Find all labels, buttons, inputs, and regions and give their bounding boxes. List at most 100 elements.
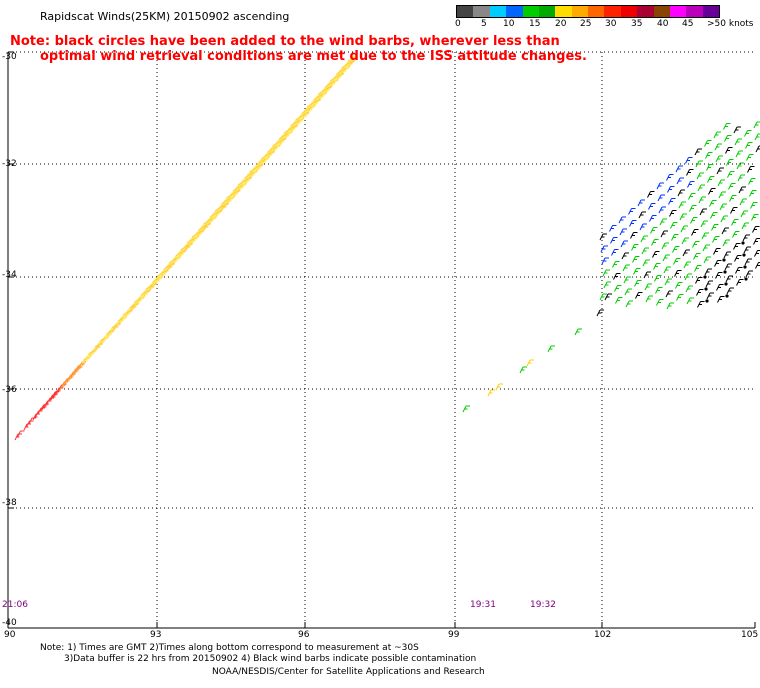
wind-barb: [712, 236, 720, 243]
wind-barb: [86, 353, 94, 361]
iss-note-line-2: optimal wind retrieval conditions are me…: [40, 49, 587, 64]
wind-barb: [708, 188, 716, 195]
wind-barb: [732, 231, 740, 238]
lat-label: -38: [2, 498, 17, 508]
wind-barb: [706, 292, 714, 300]
wind-barb: [694, 148, 702, 156]
contamination-dot: [725, 294, 729, 298]
wind-barb: [661, 242, 669, 250]
footer-credit: NOAA/NESDIS/Center for Satellite Applica…: [212, 667, 485, 677]
wind-barb: [669, 210, 677, 217]
wind-barb: [618, 216, 626, 224]
wind-barb: [276, 141, 284, 149]
wind-barb: [131, 303, 139, 311]
wind-barb: [655, 287, 663, 294]
scale-swatch: [620, 6, 638, 17]
wind-barb: [709, 200, 717, 207]
wind-barb: [642, 259, 650, 267]
wind-barb: [687, 181, 695, 188]
wind-barb: [715, 155, 723, 163]
wind-barb: [733, 243, 741, 250]
lat-label: -30: [2, 52, 17, 62]
wind-barb: [613, 273, 621, 280]
lon-label: 96: [298, 630, 310, 640]
wind-barb: [753, 238, 760, 245]
wind-barb: [705, 152, 713, 159]
wind-barb: [487, 389, 495, 397]
wind-barb: [754, 250, 760, 257]
wind-barb: [649, 215, 657, 222]
wind-barb: [682, 249, 690, 257]
wind-barb: [675, 282, 683, 289]
wind-barb: [625, 300, 633, 308]
wind-barb: [700, 220, 708, 228]
scale-label: 15: [529, 19, 541, 29]
wind-barb: [665, 290, 673, 298]
wind-barb: [639, 223, 647, 231]
scale-swatch: [555, 6, 572, 17]
wind-barb: [334, 76, 342, 84]
wind-barb: [615, 297, 623, 304]
wind-barb: [735, 267, 743, 274]
wind-barb: [620, 240, 628, 248]
wind-barb: [624, 288, 632, 296]
wind-barb: [242, 180, 250, 188]
wind-barb: [32, 413, 40, 421]
wind-barb: [724, 135, 732, 142]
scale-swatch: [669, 6, 687, 17]
wind-barb: [747, 166, 755, 173]
wind-barb: [722, 239, 730, 247]
wind-barb: [684, 273, 692, 281]
scale-label: 40: [657, 19, 669, 29]
scale-swatch: [653, 6, 670, 17]
wind-barb: [711, 224, 719, 231]
wind-barb: [637, 199, 645, 207]
wind-barb: [299, 115, 307, 123]
wind-barb: [679, 213, 687, 221]
wind-barb: [745, 270, 753, 278]
wind-barb: [678, 201, 686, 209]
lon-label: 93: [150, 630, 162, 640]
wind-barb: [664, 278, 672, 286]
wind-barb: [744, 130, 752, 137]
wind-barb: [632, 256, 640, 263]
wind-barb: [322, 89, 330, 97]
wind-barb: [651, 239, 659, 246]
wind-barb: [736, 279, 744, 286]
wind-barb: [668, 198, 676, 205]
wind-barb: [662, 254, 670, 262]
wind-barb: [641, 247, 649, 255]
wind-barb: [167, 263, 175, 271]
wind-barb: [752, 226, 760, 233]
wind-barb: [14, 433, 22, 441]
wind-speed-scale: 0 5 10 15 20 25 30 35 40 45 >50 knots: [453, 5, 754, 35]
wind-barb: [596, 309, 604, 317]
wind-barb: [716, 167, 724, 175]
wind-barb: [676, 177, 684, 185]
wind-barb: [739, 198, 747, 206]
wind-barb: [754, 133, 760, 141]
iss-note: Note: black circles have been added to t…: [10, 34, 750, 64]
wind-barb: [688, 193, 696, 200]
wind-barb: [610, 237, 618, 244]
wind-barb: [658, 206, 666, 214]
scale-swatch: [457, 6, 474, 17]
lat-label: -32: [2, 159, 17, 169]
wind-barb: [755, 145, 760, 153]
wind-barb: [715, 272, 723, 279]
wind-barb: [104, 333, 112, 341]
wind-barb: [685, 285, 693, 293]
wind-barb: [706, 164, 714, 171]
wind-barb: [599, 293, 607, 301]
wind-barb: [731, 219, 739, 226]
wind-barb: [676, 294, 684, 301]
wind-barb: [705, 280, 713, 288]
wind-barb: [746, 154, 754, 161]
wind-barb: [519, 366, 527, 374]
wind-barb: [743, 246, 751, 254]
wind-barb: [728, 183, 736, 190]
scale-label: >50 knots: [707, 19, 754, 29]
pass-time: 19:31: [470, 600, 496, 610]
